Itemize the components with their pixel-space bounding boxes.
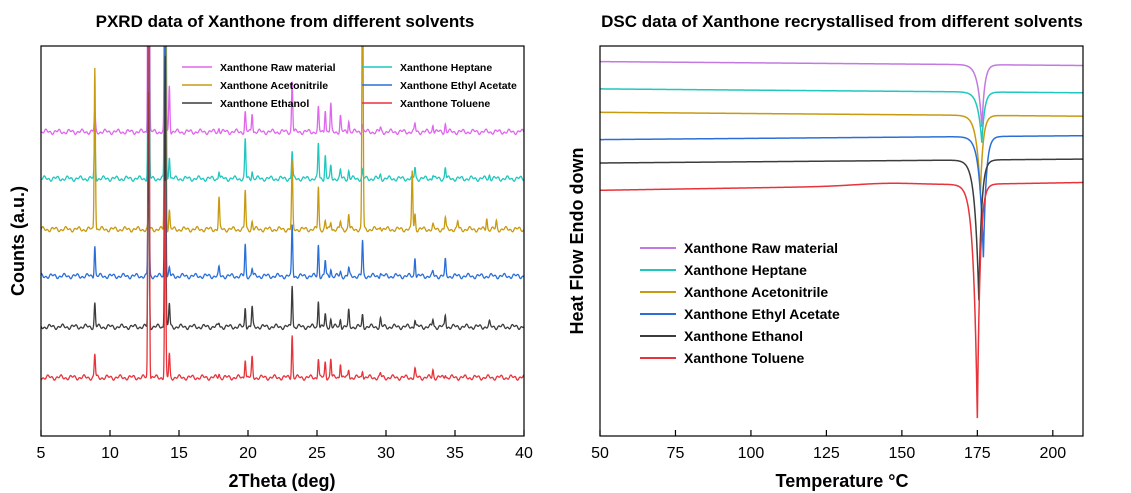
dsc-series-xanthone-ethyl-acetate [599,134,1084,258]
dsc-x-tick-label: 175 [964,445,991,462]
dsc-y-axis-label: Heat Flow Endo down [567,148,587,335]
dsc-legend-label: Xanthone Raw material [684,240,838,256]
pxrd-series-xanthone-acetonitrile [41,46,524,233]
pxrd-legend-label: Xanthone Toluene [400,98,490,110]
dsc-x-tick-label: 75 [667,445,685,462]
dsc-x-tick-label: 200 [1039,445,1066,462]
pxrd-x-tick-label: 15 [170,445,188,462]
pxrd-x-tick-label: 5 [37,445,46,462]
dsc-x-ticks: 50 75 100 125 150 175 200 [591,430,1066,462]
pxrd-legend: Xanthone Raw material Xanthone Acetonitri… [182,62,517,110]
pxrd-legend-label: Xanthone Heptane [400,62,492,74]
pxrd-x-tick-label: 30 [377,445,395,462]
dsc-series-xanthone-heptane [599,88,1084,143]
pxrd-curves [41,46,524,381]
dsc-series-xanthone-raw-material [599,60,1084,128]
pxrd-x-tick-label: 40 [515,445,533,462]
pxrd-plot-frame [40,45,525,437]
pxrd-series-xanthone-ethanol [41,55,524,331]
dsc-legend-label: Xanthone Ethyl Acetate [684,306,840,322]
dsc-legend-label: Xanthone Acetonitrile [684,284,828,300]
pxrd-legend-label: Xanthone Ethanol [220,98,309,110]
pxrd-legend-label: Xanthone Ethyl Acetate [400,80,517,92]
pxrd-series-xanthone-raw-material [41,46,524,136]
dsc-title: DSC data of Xanthone recrystallised from… [601,12,1083,31]
dsc-legend-label: Xanthone Ethanol [684,328,803,344]
pxrd-title: PXRD data of Xanthone from different sol… [96,12,475,31]
pxrd-legend-label: Xanthone Acetonitrile [220,80,328,92]
dsc-x-axis-label: Temperature °C [776,471,909,491]
dsc-x-tick-label: 100 [738,445,765,462]
dsc-x-tick-label: 150 [889,445,916,462]
pxrd-panel: PXRD data of Xanthone from different sol… [8,12,533,491]
pxrd-series-xanthone-heptane [41,46,524,183]
dsc-legend: Xanthone Raw material Xanthone Heptane Xan… [640,240,840,366]
dsc-panel: DSC data of Xanthone recrystallised from… [567,12,1084,491]
pxrd-x-tick-label: 35 [446,445,464,462]
dsc-x-tick-label: 125 [813,445,840,462]
dsc-series-xanthone-ethanol [599,158,1084,301]
dsc-curves [599,60,1084,419]
pxrd-x-tick-label: 25 [308,445,326,462]
pxrd-x-axis-label: 2Theta (deg) [228,471,335,491]
pxrd-y-axis-label: Counts (a.u.) [8,186,28,296]
pxrd-x-tick-label: 20 [239,445,257,462]
dsc-legend-label: Xanthone Heptane [684,262,807,278]
pxrd-x-ticks: 5 10 15 20 25 30 35 40 [37,430,533,462]
pxrd-legend-label: Xanthone Raw material [220,62,336,74]
dsc-x-tick-label: 50 [591,445,609,462]
dsc-legend-label: Xanthone Toluene [684,350,805,366]
dsc-series-xanthone-toluene [599,181,1084,419]
dsc-plot-frame [599,45,1084,437]
pxrd-series-xanthone-toluene [41,46,524,381]
pxrd-x-tick-label: 10 [101,445,119,462]
pxrd-series-xanthone-ethyl-acetate [41,46,524,280]
dsc-series-xanthone-acetonitrile [599,111,1084,194]
